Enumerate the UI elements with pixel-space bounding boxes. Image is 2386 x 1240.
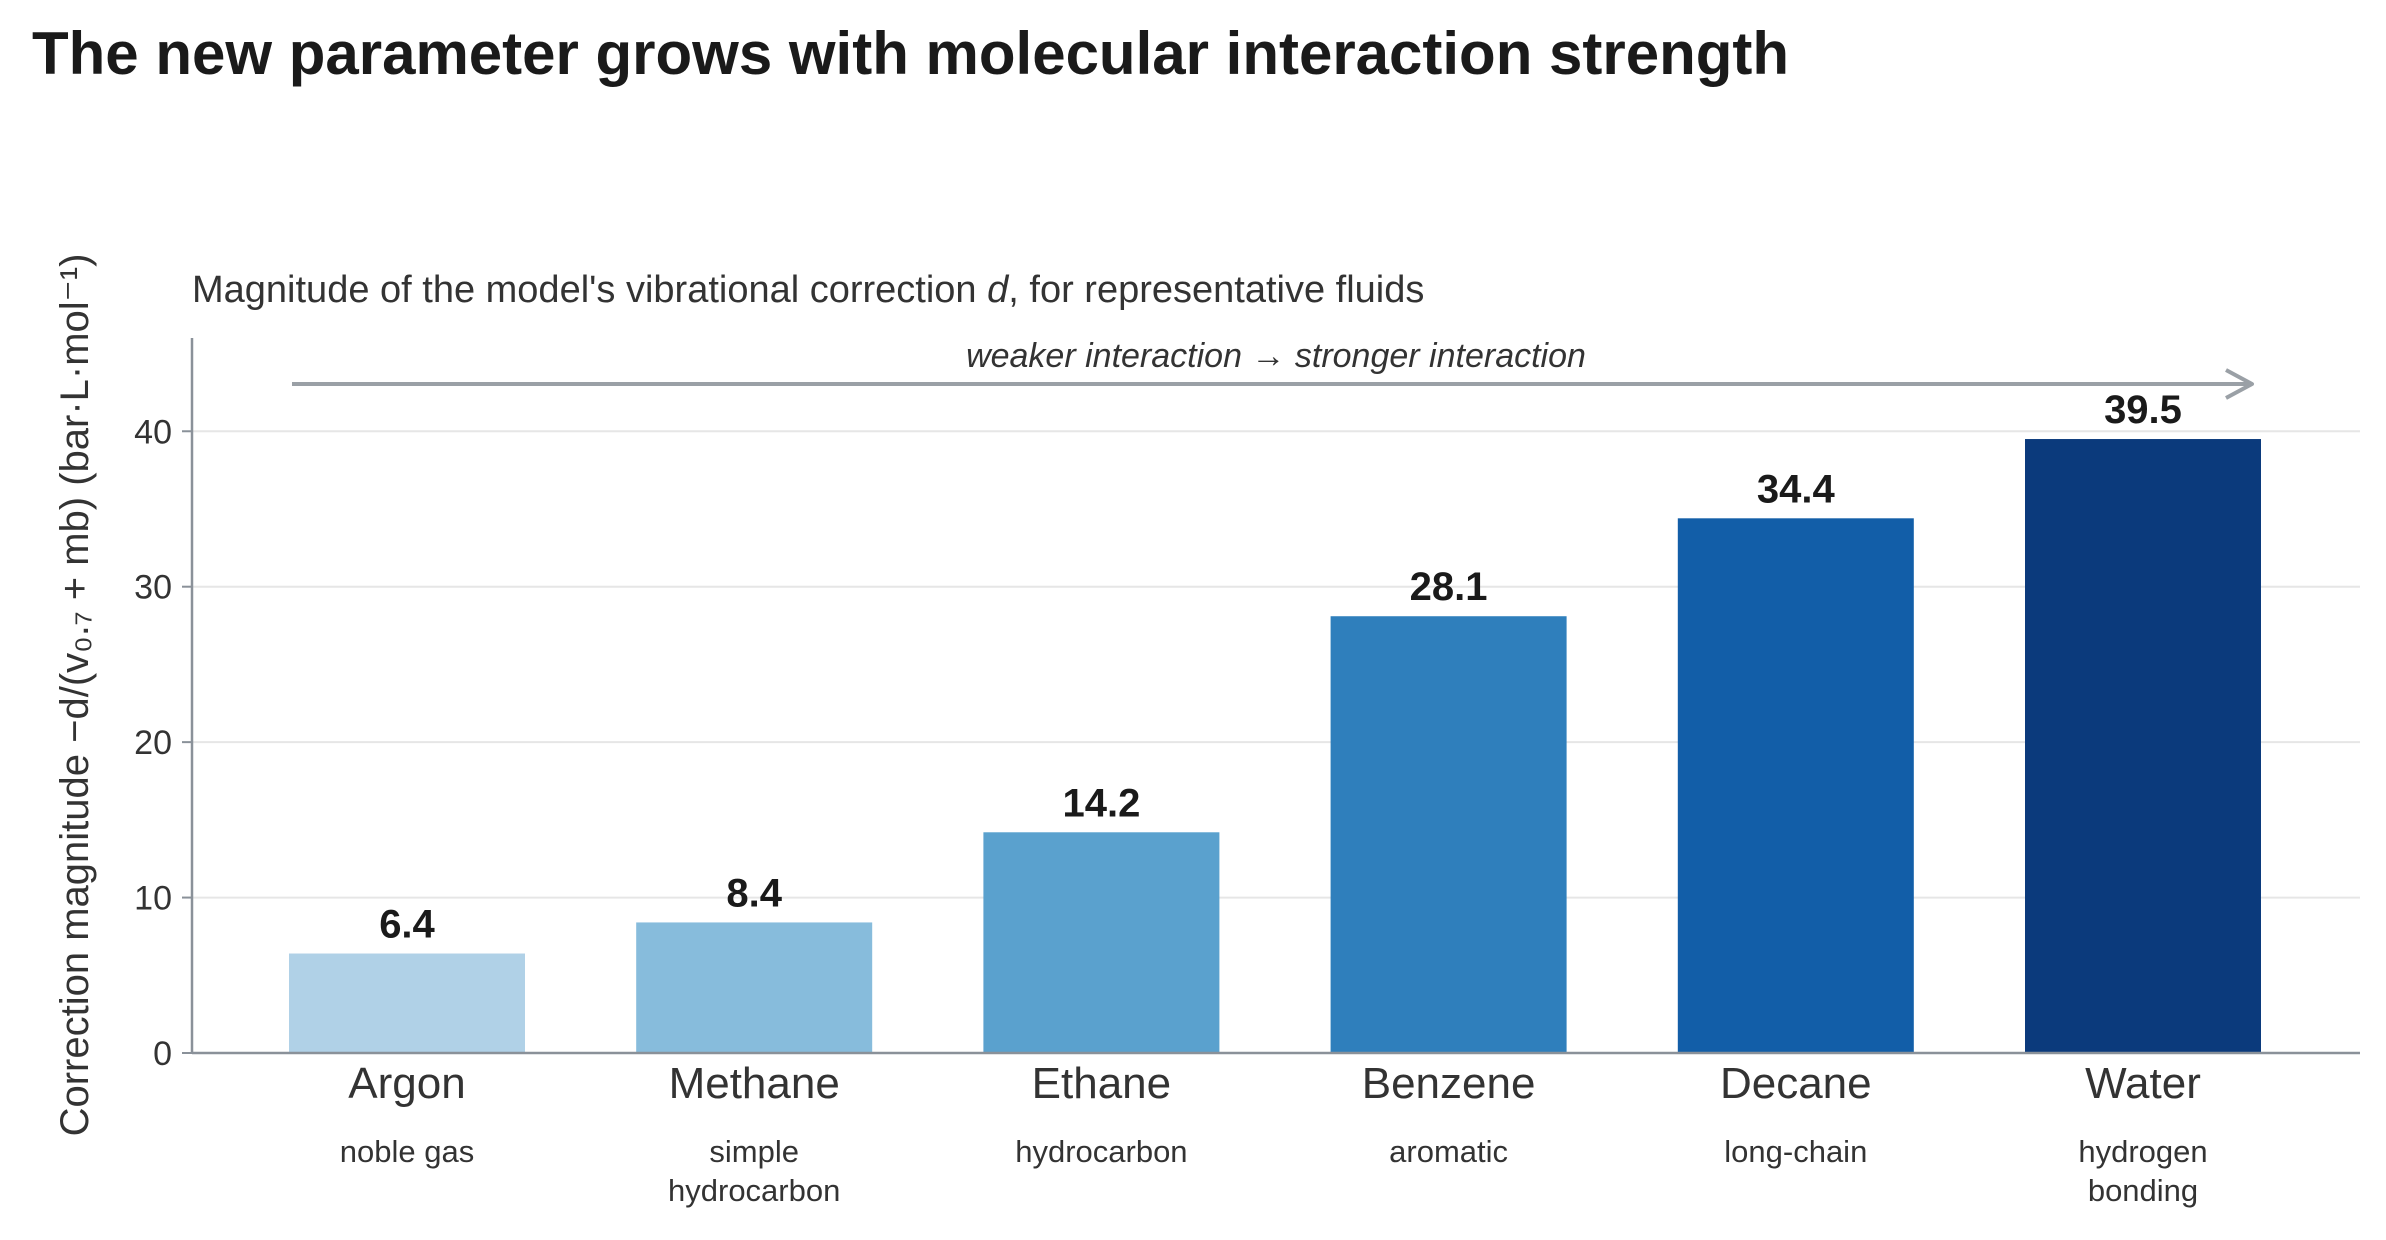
value-label: 6.4 [379, 903, 435, 947]
category-label: Decane [1720, 1059, 1872, 1108]
axes [182, 338, 2360, 1055]
arrow-annotation-text: weaker interaction → stronger interactio… [966, 337, 1586, 375]
value-label: 14.2 [1062, 781, 1140, 825]
category-label: Methane [669, 1059, 840, 1108]
bar-ethane [983, 832, 1220, 1053]
chart-subtitle: Magnitude of the model's vibrational cor… [192, 269, 1424, 311]
category-description: bonding [2088, 1173, 2198, 1208]
bar-methane [636, 922, 873, 1053]
category-description: hydrocarbon [668, 1173, 840, 1208]
category-description: noble gas [340, 1134, 474, 1169]
value-label: 39.5 [2104, 388, 2182, 432]
y-tick-label: 10 [134, 880, 172, 918]
value-label: 34.4 [1757, 467, 1836, 511]
category-description: hydrogen [2078, 1134, 2207, 1169]
bars [289, 439, 2261, 1054]
y-tick-label: 0 [153, 1035, 172, 1073]
bar-benzene [1330, 616, 1567, 1053]
category-description: simple [709, 1134, 799, 1169]
category-label: Benzene [1362, 1059, 1536, 1108]
interaction-arrow: weaker interaction → stronger interactio… [292, 337, 2254, 400]
bar-water [2025, 439, 2261, 1054]
arrow-head [2225, 368, 2254, 400]
category-description: hydrocarbon [1015, 1134, 1187, 1169]
category-label: Ethane [1032, 1059, 1171, 1108]
bar-argon [289, 953, 525, 1053]
bar-decane [1677, 518, 1914, 1053]
chart-title: The new parameter grows with molecular i… [32, 20, 1789, 87]
grid-lines [192, 430, 2360, 899]
category-label: Water [2085, 1059, 2201, 1108]
value-label: 28.1 [1410, 565, 1488, 609]
value-label: 8.4 [726, 871, 782, 915]
category-description: long-chain [1724, 1134, 1867, 1169]
y-tick-label: 20 [134, 724, 172, 762]
y-tick-label: 30 [134, 569, 172, 607]
category-description: aromatic [1389, 1134, 1508, 1169]
category-label: Argon [348, 1059, 465, 1108]
y-axis-label: Correction magnitude −d/(v₀.₇ + mb) (bar… [53, 254, 97, 1137]
labels: 0 10 20 30 40 6.4 Argon noble gas 8.4 Methane simp… [134, 388, 2207, 1208]
y-tick-label: 40 [134, 413, 172, 451]
